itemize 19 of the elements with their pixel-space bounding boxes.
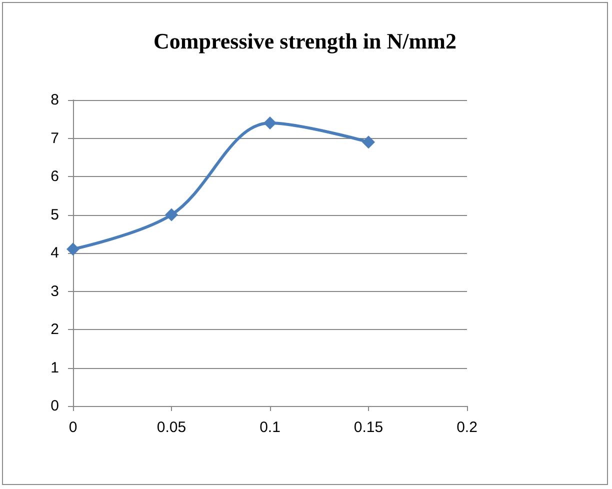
y-tick-label: 6	[50, 168, 59, 185]
y-tick-label: 0	[50, 398, 59, 414]
x-tick-label: 0.1	[260, 419, 280, 436]
y-tick-label: 5	[50, 206, 59, 224]
x-tick-label: 0.2	[456, 419, 478, 436]
y-tick-label: 2	[50, 321, 59, 338]
x-tick-label: 0	[68, 419, 78, 436]
y-tick-label: 7	[50, 130, 59, 147]
point	[165, 208, 178, 222]
x-tick-label: 0.05	[156, 419, 186, 436]
y-tick-label: 1	[50, 359, 59, 376]
chart-title: Compressive strength in N/mm2	[154, 28, 456, 54]
point	[66, 242, 80, 256]
y-tick-label: 8	[50, 92, 59, 108]
y-tick-label: 4	[50, 244, 59, 262]
x-tick-label: 0.15	[354, 419, 384, 436]
y-tick-label: 3	[50, 282, 59, 300]
point	[264, 116, 276, 130]
point	[362, 136, 375, 149]
